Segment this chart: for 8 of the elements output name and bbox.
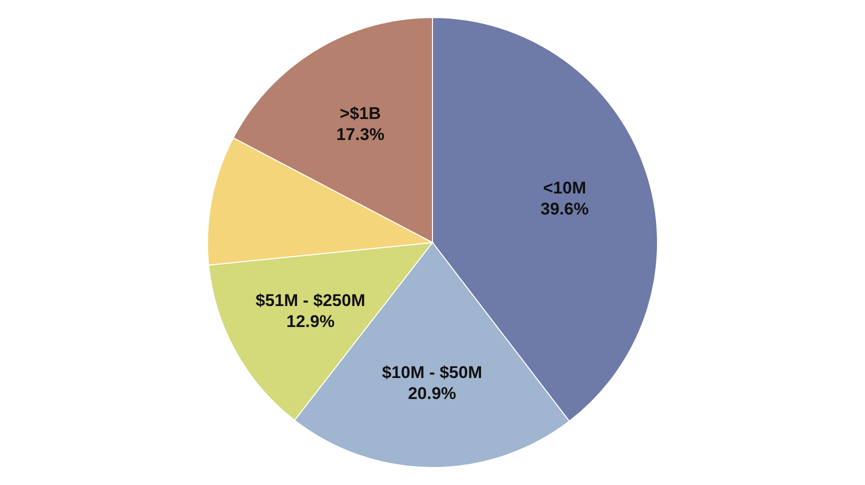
- data-label: 20.9%: [408, 384, 456, 403]
- slice-label: $10M - $50M: [382, 363, 482, 382]
- slice-label: >$1B: [340, 104, 381, 124]
- slice-label: <10M: [543, 178, 586, 198]
- data-label: 17.3%: [336, 125, 384, 144]
- data-label: 12.9%: [286, 312, 335, 332]
- data-label: 39.6%: [540, 200, 589, 219]
- slice-label: $51M - $250M: [256, 291, 366, 310]
